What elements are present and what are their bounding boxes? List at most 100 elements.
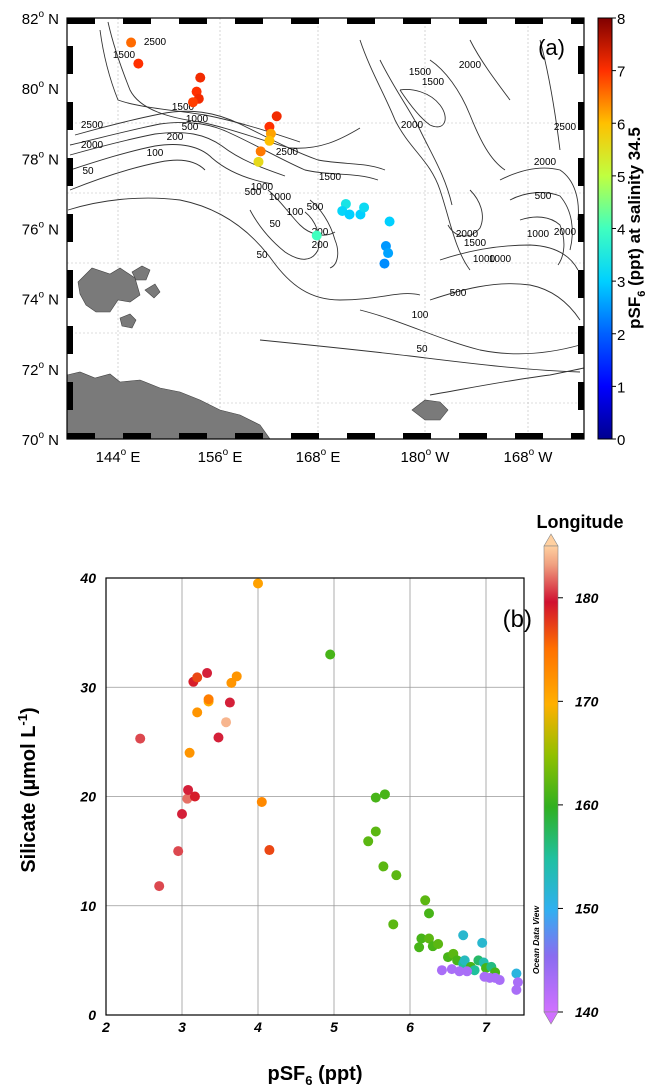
scatter-gridlines — [106, 578, 524, 1015]
land-siberia-coast — [67, 371, 271, 439]
map-border-bar — [578, 158, 584, 186]
scatter-point — [221, 717, 232, 728]
map-border-bar — [515, 18, 543, 24]
map-station-point — [271, 111, 282, 122]
map-station-point — [311, 230, 322, 241]
scatter-point — [477, 937, 488, 948]
scatter-x-tick-label: 6 — [406, 1019, 414, 1035]
map-y-tick-labels: 82o N 80o N 78o N 76o N 74o N 72o N 70o N — [22, 9, 59, 449]
colorbar-a-tick-label: 3 — [617, 274, 625, 291]
scatter-point — [469, 965, 480, 976]
scatter-point — [379, 789, 390, 800]
map-border-bar — [179, 18, 207, 24]
map-station-point — [379, 258, 390, 269]
contour-label: 1500 — [319, 172, 342, 183]
map-border-bar — [459, 18, 487, 24]
contour-label: 2500 — [276, 147, 299, 158]
scatter-point — [213, 732, 224, 743]
scatter-point — [189, 791, 200, 802]
scatter-panel: 2 3 4 5 6 7 0 10 20 30 40 (b) pSF6 (ppt) Silicate… — [15, 512, 623, 1085]
map-border-bar — [403, 433, 431, 439]
scatter-point — [154, 881, 165, 892]
map-y-tick-label: 80o N — [22, 79, 59, 98]
map-y-tick-label: 82o N — [22, 9, 59, 28]
map-border-bar — [403, 18, 431, 24]
scatter-point — [203, 694, 214, 705]
panel-a-label: (a) — [538, 35, 565, 60]
map-border-bar — [67, 270, 73, 298]
map-background — [67, 18, 584, 439]
contour-label: 2500 — [554, 122, 577, 133]
scatter-point — [264, 845, 275, 856]
ocean-data-view-label: Ocean Data View — [531, 905, 541, 975]
map-station-point — [359, 202, 370, 213]
map-x-tick-label: 168o E — [296, 447, 341, 466]
scatter-x-tick-label: 4 — [253, 1019, 262, 1035]
map-station-point — [383, 248, 394, 259]
scatter-point — [256, 796, 267, 807]
scatter-y-tick-label: 0 — [88, 1007, 96, 1023]
scatter-point — [173, 846, 184, 857]
map-station-point — [187, 97, 198, 108]
scatter-point — [183, 784, 194, 795]
map-y-tick-label: 76o N — [22, 220, 59, 239]
scatter-point — [231, 671, 242, 682]
contour-label: 1500 — [422, 77, 445, 88]
scatter-point — [436, 965, 447, 976]
contour-label: 2000 — [81, 140, 104, 151]
land-small-island-3 — [131, 265, 151, 281]
scatter-point — [446, 964, 457, 975]
map-border-bar — [67, 214, 73, 242]
scatter-point — [462, 966, 472, 977]
map-border-bar — [571, 18, 584, 24]
map-border-bar — [571, 433, 584, 439]
scatter-point — [424, 933, 434, 944]
land-small-island-1 — [119, 313, 137, 329]
scatter-point — [458, 930, 469, 941]
map-border-bar — [578, 270, 584, 298]
colorbar-a-tick-label: 1 — [617, 379, 625, 396]
scatter-y-tick-label: 30 — [80, 679, 96, 695]
contour-label: 1500 — [409, 67, 432, 78]
scatter-point — [192, 707, 203, 718]
contour-label: 1000 — [269, 192, 292, 203]
map-border-bar — [67, 438, 73, 439]
colorbar-a-tick-label: 8 — [617, 11, 625, 28]
scatter-point — [459, 955, 470, 966]
scatter-y-tick-label: 10 — [80, 898, 96, 914]
map-border-bar — [235, 433, 263, 439]
contour-label: 500 — [535, 191, 552, 202]
map-station-point — [264, 135, 275, 146]
contour-label: 500 — [245, 187, 262, 198]
bathymetry-contours — [67, 21, 584, 396]
map-x-tick-labels: 144o E 156o E 168o E 180o W 168o W — [96, 447, 554, 466]
map-x-tick-label: 144o E — [96, 447, 141, 466]
scatter-y-tick-labels: 0 10 20 30 40 — [79, 570, 96, 1023]
contour-label: 2000 — [459, 60, 482, 71]
contour-label: 2000 — [534, 157, 557, 168]
scatter-point — [182, 793, 193, 804]
scatter-point — [184, 747, 195, 758]
scatter-point — [388, 919, 399, 930]
scatter-point — [325, 649, 336, 660]
contour-label: 1000 — [251, 182, 274, 193]
scatter-point — [424, 908, 434, 919]
colorbar-b-tick-label: 160 — [575, 797, 599, 813]
contour-label: 500 — [307, 202, 324, 213]
contour-label: 2500 — [81, 120, 104, 131]
scatter-x-tick-label: 5 — [330, 1019, 338, 1035]
map-station-point — [344, 209, 355, 220]
contour-label: 100 — [287, 207, 304, 218]
contour-label: 1000 — [473, 254, 496, 265]
map-station-point — [133, 58, 144, 69]
map-border-bar — [578, 382, 584, 410]
scatter-point — [433, 938, 444, 949]
colorbar-a-tick-label: 4 — [617, 222, 625, 239]
colorbar-a-tick-label: 0 — [617, 432, 625, 449]
map-y-tick-label: 78o N — [22, 149, 59, 168]
scatter-x-tick-label: 7 — [482, 1019, 491, 1035]
map-border-bar — [578, 438, 584, 439]
colorbar-a — [597, 17, 613, 440]
map-border-bar — [67, 46, 73, 74]
scatter-x-axis-label: pSF6 (ppt) — [268, 1063, 363, 1085]
